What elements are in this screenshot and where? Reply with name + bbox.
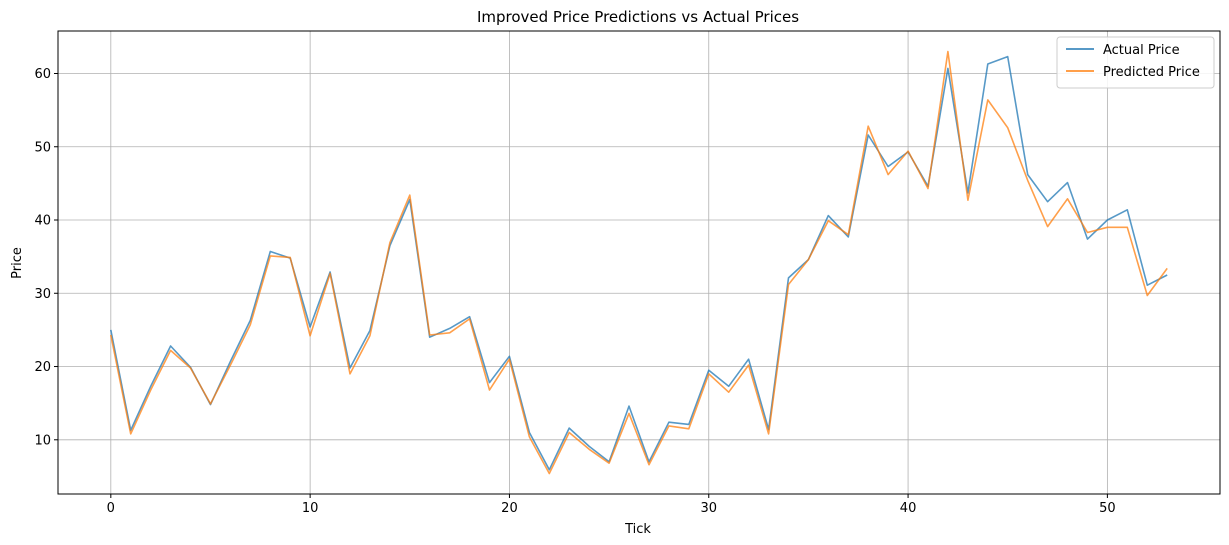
- predicted-price-line: [110, 50, 1168, 475]
- y-tick-label: 60: [34, 67, 51, 82]
- x-tick-label: 0: [107, 501, 115, 516]
- x-tick-label: 30: [700, 501, 717, 516]
- legend-box: [1056, 36, 1215, 89]
- y-tick-label: 10: [34, 433, 51, 448]
- y-tick-label: 50: [34, 140, 51, 155]
- chart-title: Improved Price Predictions vs Actual Pri…: [477, 8, 799, 26]
- legend-label-actual: Actual Price: [1103, 43, 1180, 58]
- x-axis-label: Tick: [624, 522, 651, 537]
- x-tick-label: 50: [1099, 501, 1116, 516]
- y-axis-ticks: 10 20 30 40 50 60: [34, 67, 58, 448]
- x-axis-ticks: 0 10 20 30 40 50: [107, 494, 1116, 516]
- y-axis-label: Price: [10, 247, 25, 279]
- legend-label-predicted: Predicted Price: [1103, 65, 1200, 80]
- y-tick-label: 30: [34, 287, 51, 302]
- grid-lines: [58, 31, 1220, 494]
- x-tick-label: 10: [302, 501, 319, 516]
- series-lines: [110, 50, 1168, 475]
- legend: Actual Price Predicted Price: [1056, 36, 1215, 89]
- plot-frame: [57, 30, 1221, 495]
- x-tick-label: 40: [900, 501, 917, 516]
- y-tick-label: 20: [34, 360, 51, 375]
- x-tick-label: 20: [501, 501, 518, 516]
- y-tick-label: 40: [34, 214, 51, 229]
